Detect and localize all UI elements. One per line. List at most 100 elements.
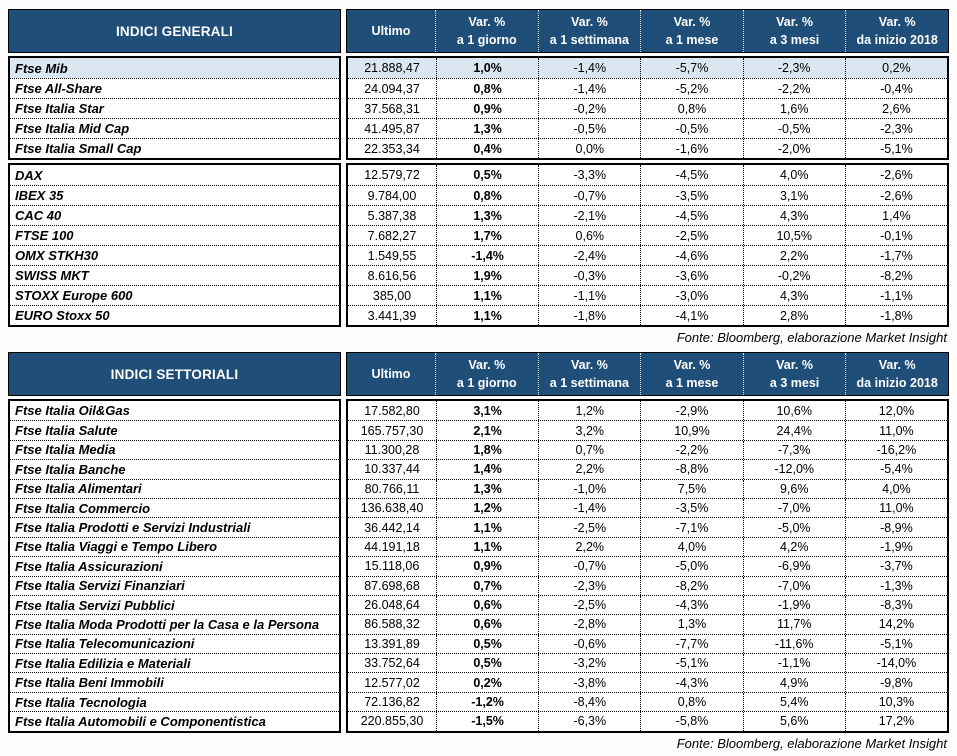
var-pct-value-cell: -6,9% bbox=[742, 557, 845, 576]
ultimo-value-cell: 8.616,56 bbox=[367, 268, 417, 283]
var-pct-value-cell: -2,4% bbox=[538, 246, 640, 265]
var-pct-value-cell: -4,5% bbox=[640, 165, 742, 185]
var-pct-value-cell: -2,9% bbox=[640, 401, 742, 421]
var-pct-value-cell: 0,8% bbox=[640, 692, 742, 712]
column-header: Var. % da inizio 2018 bbox=[845, 10, 948, 52]
var-pct-value-cell: -5,1% bbox=[640, 654, 742, 673]
index-name-cell: FTSE 100 bbox=[10, 225, 339, 245]
index-name-cell: Ftse Italia Automobili e Componentistica bbox=[10, 711, 339, 730]
var-pct-value-cell: 0,2% bbox=[436, 673, 538, 692]
column-header-label: Ultimo bbox=[371, 23, 411, 38]
var-pct-value-cell: -3,5% bbox=[640, 186, 742, 205]
index-name-cell: Ftse Italia Media bbox=[10, 439, 339, 459]
table-row: 1.549,55 -1,4% -2,4% -4,6% 2,2% -1,7% bbox=[348, 245, 947, 265]
var-pct-value-cell: -8,8% bbox=[640, 460, 742, 479]
var-pct-value-cell: -0,5% bbox=[640, 119, 742, 138]
var-pct-value-cell: 5,4% bbox=[742, 692, 845, 712]
column-header-sublabel: a 3 mesi bbox=[769, 33, 820, 47]
index-name-cell: Ftse Italia Star bbox=[10, 98, 339, 118]
var-pct-value-cell: 1,8% bbox=[436, 440, 538, 460]
var-pct-value-cell: -4,3% bbox=[640, 673, 742, 692]
ultimo-value-cell: 80.766,11 bbox=[364, 481, 420, 496]
var-pct-value-cell: -2,0% bbox=[742, 139, 845, 158]
ultimo-value-cell: 10.337,44 bbox=[364, 462, 420, 477]
var-pct-value-cell: 1,3% bbox=[436, 206, 538, 225]
ultimo-value-cell: 13.391,89 bbox=[364, 636, 420, 651]
ultimo-value-cell: 86.588,32 bbox=[364, 617, 420, 632]
table-row: 8.616,56 1,9% -0,3% -3,6% -0,2% -8,2% bbox=[348, 265, 947, 285]
var-pct-value-cell: 0,6% bbox=[436, 615, 538, 634]
var-pct-value-cell: -1,3% bbox=[844, 576, 947, 595]
index-name-cell: Ftse Italia Commercio bbox=[10, 497, 339, 517]
var-pct-value-cell: -5,4% bbox=[844, 460, 947, 479]
var-pct-value-cell: 12,0% bbox=[844, 401, 947, 421]
table-row: 80.766,11 1,3% -1,0% 7,5% 9,6% 4,0% bbox=[348, 478, 947, 498]
column-header: Var. % a 1 giorno bbox=[435, 10, 538, 52]
ultimo-value-cell: 87.698,68 bbox=[364, 578, 420, 593]
ultimo-value-cell: 12.579,72 bbox=[364, 168, 420, 182]
var-pct-value-cell: 10,3% bbox=[844, 692, 947, 712]
var-pct-value-cell: 2,8% bbox=[742, 306, 845, 325]
var-pct-value-cell: -1,6% bbox=[640, 139, 742, 158]
ultimo-value-cell: 220.855,30 bbox=[360, 714, 424, 729]
var-pct-value-cell: -5,0% bbox=[640, 557, 742, 576]
var-pct-value-cell: -8,2% bbox=[844, 266, 947, 285]
source-note: Fonte: Bloomberg, elaborazione Market In… bbox=[676, 735, 947, 751]
column-header: Var. % a 1 settimana bbox=[537, 10, 641, 52]
table-title: INDICI GENERALI bbox=[115, 23, 233, 39]
index-name-cell: Ftse Italia Servizi Pubblici bbox=[10, 594, 339, 614]
index-name-cell: Ftse Italia Telecomunicazioni bbox=[10, 633, 339, 653]
var-pct-value-cell: -2,2% bbox=[640, 440, 742, 460]
var-pct-value-cell: -3,6% bbox=[640, 266, 742, 285]
table-block: DAX IBEX 35 CAC 40 FTSE 100 OMX STKH30 SWISS … bbox=[8, 163, 949, 327]
var-pct-value-cell: 0,5% bbox=[436, 654, 538, 673]
var-pct-value-cell: 3,2% bbox=[538, 421, 640, 440]
index-name-cell: Ftse Italia Small Cap bbox=[10, 138, 339, 158]
var-pct-value-cell: -0,7% bbox=[538, 557, 640, 576]
column-header-label: Var. % bbox=[570, 14, 608, 29]
ultimo-value-cell: 21.888,47 bbox=[364, 61, 420, 75]
var-pct-value-cell: -1,8% bbox=[844, 306, 947, 325]
var-pct-value-cell: 0,5% bbox=[436, 165, 538, 185]
table-title-cell: INDICI SETTORIALI bbox=[8, 352, 341, 396]
var-pct-value-cell: -2,3% bbox=[844, 119, 947, 138]
index-name-cell: Ftse Italia Edilizia e Materiali bbox=[10, 653, 339, 672]
index-name-cell: Ftse Italia Mid Cap bbox=[10, 118, 339, 138]
index-name-cell: SWISS MKT bbox=[10, 265, 339, 285]
var-pct-value-cell: 0,5% bbox=[436, 634, 538, 654]
column-header-sublabel: da inizio 2018 bbox=[856, 376, 938, 390]
table-row: 13.391,89 0,5% -0,6% -7,7% -11,6% -5,1% bbox=[348, 633, 947, 654]
var-pct-value-cell: -4,1% bbox=[640, 306, 742, 325]
ultimo-value-cell: 5.387,38 bbox=[367, 208, 417, 223]
table-row: 11.300,28 1,8% 0,7% -2,2% -7,3% -16,2% bbox=[348, 439, 947, 460]
var-pct-value-cell: -1,0% bbox=[538, 479, 640, 498]
column-header-label: Var. % bbox=[878, 357, 916, 372]
var-pct-value-cell: 4,0% bbox=[844, 479, 947, 498]
var-pct-value-cell: 0,8% bbox=[436, 186, 538, 205]
var-pct-value-cell: -3,2% bbox=[538, 654, 640, 673]
var-pct-value-cell: 2,1% bbox=[436, 421, 538, 440]
var-pct-value-cell: -0,6% bbox=[538, 634, 640, 654]
column-header: Var. % da inizio 2018 bbox=[845, 353, 948, 395]
var-pct-value-cell: 1,3% bbox=[436, 119, 538, 138]
var-pct-value-cell: -8,3% bbox=[844, 595, 947, 615]
index-name-column: Ftse Mib Ftse All-Share Ftse Italia Star Ft… bbox=[8, 56, 341, 160]
table-row: 3.441,39 1,1% -1,8% -4,1% 2,8% -1,8% bbox=[348, 305, 947, 325]
column-header-label: Var. % bbox=[468, 357, 506, 372]
index-name-column: DAX IBEX 35 CAC 40 FTSE 100 OMX STKH30 SWISS … bbox=[8, 163, 341, 327]
index-name-cell: Ftse Italia Viaggi e Tempo Libero bbox=[10, 536, 339, 556]
table-row: 24.094,37 0,8% -1,4% -5,2% -2,2% -0,4% bbox=[348, 78, 947, 98]
column-headers: Ultimo Var. % a 1 giorno Var. % a 1 settiman… bbox=[346, 352, 949, 396]
var-pct-value-cell: -2,6% bbox=[844, 165, 947, 185]
var-pct-value-cell: -0,2% bbox=[538, 99, 640, 118]
column-header: Var. % a 1 settimana bbox=[537, 353, 641, 395]
column-header-sublabel: da inizio 2018 bbox=[856, 33, 938, 47]
var-pct-value-cell: -0,7% bbox=[538, 186, 640, 205]
var-pct-value-cell: 5,6% bbox=[742, 712, 845, 731]
index-name-cell: Ftse Mib bbox=[10, 58, 339, 78]
var-pct-value-cell: -1,5% bbox=[436, 712, 538, 731]
var-pct-value-cell: 1,1% bbox=[436, 537, 538, 557]
table-row: 87.698,68 0,7% -2,3% -8,2% -7,0% -1,3% bbox=[348, 575, 947, 595]
ultimo-value-cell: 72.136,82 bbox=[364, 695, 420, 710]
var-pct-value-cell: -2,5% bbox=[640, 226, 742, 245]
